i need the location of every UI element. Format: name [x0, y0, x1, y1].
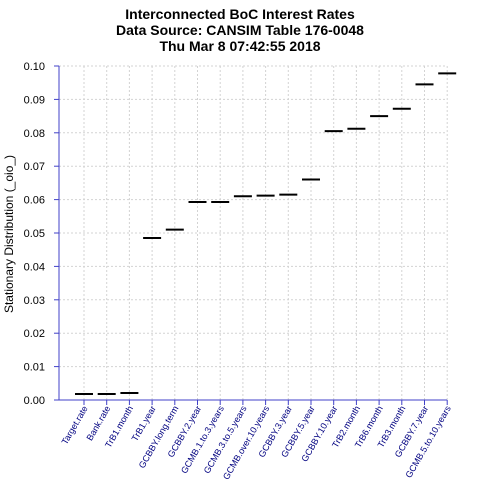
y-tick-label: 0.01 — [24, 362, 45, 374]
axes: 0.00 0.01 0.02 0.03 0.04 0.05 0.06 0.07 0.08 0.09… — [24, 61, 454, 480]
y-tick-label: 0.04 — [24, 261, 45, 273]
y-tick-label: 0.03 — [24, 295, 45, 307]
y-tick-label: 0.07 — [24, 161, 45, 173]
grid — [59, 65, 448, 401]
y-axis-label: Stationary Distribution (_oio_) — [2, 155, 16, 313]
y-tick-label: 0.08 — [24, 128, 45, 140]
chart-title-line-3: Thu Mar 8 07:42:55 2018 — [159, 38, 321, 54]
data-marks — [75, 72, 457, 395]
x-tick-label: Target.rate — [60, 404, 90, 446]
y-tick-label: 0.00 — [24, 395, 45, 407]
chart-title-line-1: Interconnected BoC Interest Rates — [125, 6, 355, 22]
y-tick-label: 0.10 — [24, 61, 45, 73]
y-tick-label: 0.02 — [24, 328, 45, 340]
y-tick-label: 0.05 — [24, 228, 45, 240]
chart-title-line-2: Data Source: CANSIM Table 176-0048 — [116, 22, 364, 38]
y-tick-label: 0.06 — [24, 195, 45, 207]
y-tick-label: 0.09 — [24, 94, 45, 106]
